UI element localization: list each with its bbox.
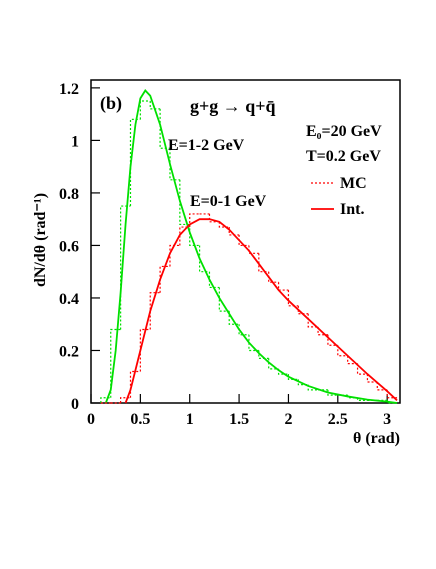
y-tick-label: 0.8	[59, 186, 79, 203]
frame	[90, 79, 401, 404]
mc-bin	[337, 345, 348, 357]
annotation: T=0.2 GeV	[306, 148, 381, 165]
curve-label: E=1-2 GeV	[168, 137, 245, 154]
curve	[124, 218, 398, 404]
y-axis-label: dN/dθ (rad⁻¹)	[32, 193, 49, 287]
mc-bin	[228, 311, 240, 325]
mc-bin	[297, 305, 309, 315]
mc-bin	[268, 271, 279, 283]
x-tick-label: 3	[383, 411, 391, 428]
mc-bin	[277, 282, 289, 291]
mc-bin	[327, 334, 338, 346]
y-tick-label: 0	[71, 396, 79, 413]
legend-label: Int.	[340, 201, 364, 218]
mc-bin	[208, 271, 220, 289]
x-tick-label: 0	[87, 411, 95, 428]
mc-bin	[189, 224, 200, 247]
mc-bin	[238, 324, 249, 336]
x-tick-label: 1	[186, 411, 194, 428]
mc-bin	[100, 397, 111, 403]
x-tick-label: 1.5	[229, 411, 249, 428]
x-tick-label: 0.5	[130, 411, 150, 428]
y-tick-label: 0.2	[59, 343, 79, 360]
mc-bin	[120, 397, 131, 403]
mc-bin	[139, 100, 151, 120]
y-tick-label: 0.4	[59, 291, 79, 308]
mc-bin	[248, 334, 259, 352]
curve	[104, 89, 398, 404]
legend-label: MC	[340, 175, 367, 192]
mc-bin	[149, 292, 161, 330]
chart-title: g+g → q+q̄	[190, 96, 276, 116]
x-tick-label: 2.5	[328, 411, 348, 428]
mc-bin	[287, 290, 299, 307]
curve-label: E=0-1 GeV	[190, 193, 267, 210]
y-tick-label: 0.6	[59, 238, 79, 255]
mc-bin	[268, 358, 279, 370]
x-axis-label: θ (rad)	[353, 430, 400, 447]
mc-bin	[238, 234, 249, 247]
annotation: E₀=20 GeV	[306, 123, 382, 140]
y-tick-label: 1.2	[59, 81, 79, 98]
mc-bin	[356, 363, 368, 375]
y-tick-label: 1	[71, 133, 79, 150]
mc-bin	[139, 328, 151, 372]
x-tick-label: 2	[284, 411, 292, 428]
mc-bin	[189, 213, 200, 228]
mc-bin	[218, 221, 230, 228]
mc-bin	[110, 328, 121, 398]
mc-bin	[169, 244, 180, 267]
mc-bin	[129, 118, 141, 207]
mc-bin	[179, 179, 190, 226]
panel-label: (b)	[100, 93, 122, 114]
mc-bin	[159, 265, 170, 293]
